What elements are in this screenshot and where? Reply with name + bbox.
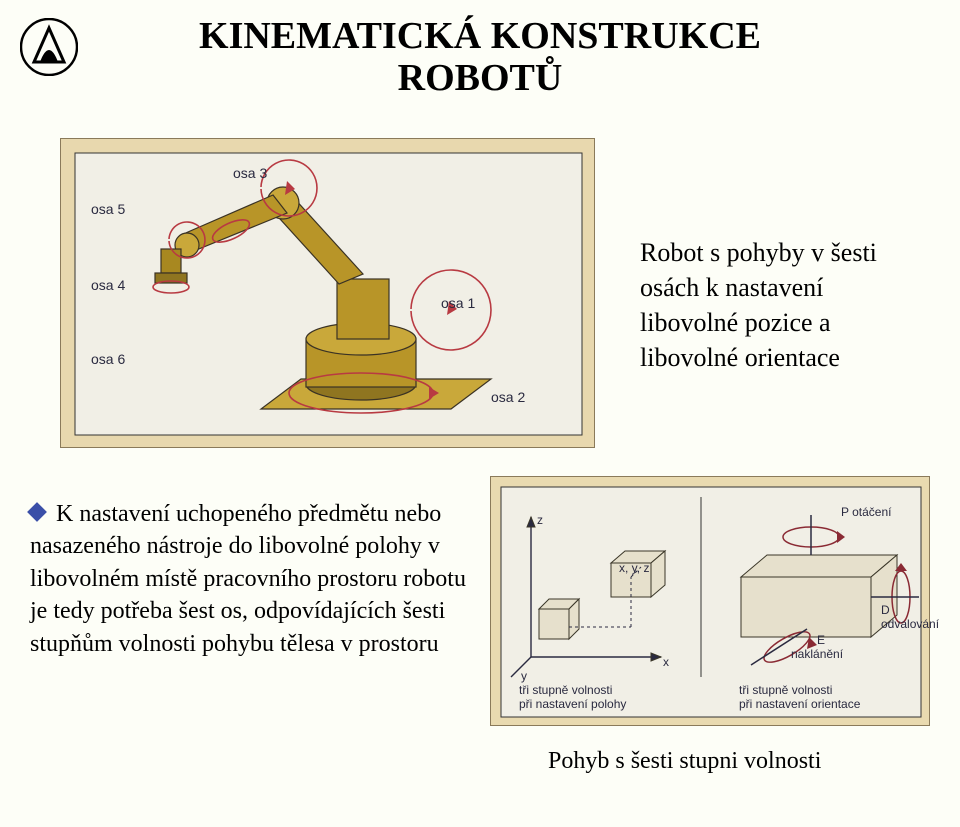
right-cap-l2: při nastavení orientace xyxy=(739,697,860,711)
label-xyz: x, y, z xyxy=(619,561,649,575)
right-text-l4: libovolné orientace xyxy=(640,340,930,375)
robot-figure: osa 3 osa 5 osa 4 osa 6 osa 1 osa 2 xyxy=(60,138,595,448)
label-osa6: osa 6 xyxy=(91,351,125,367)
label-D: D odvalování xyxy=(881,603,939,631)
right-text-l1: Robot s pohyby v šesti xyxy=(640,235,930,270)
page-title: KINEMATICKÁ KONSTRUKCE ROBOTŮ xyxy=(0,0,960,100)
label-nakl: naklánění xyxy=(791,647,843,661)
right-cap-l1: tři stupně volnosti xyxy=(739,683,832,697)
label-y: y xyxy=(521,669,527,683)
title-line-1: KINEMATICKÁ KONSTRUKCE xyxy=(0,16,960,58)
bullet-block: K nastavení uchopeného předmětu nebo nas… xyxy=(30,498,480,660)
label-osa1: osa 1 xyxy=(441,295,475,311)
label-x: x xyxy=(663,655,669,669)
label-E: E xyxy=(817,633,825,647)
label-P: P otáčení xyxy=(841,505,891,519)
label-osa5: osa 5 xyxy=(91,201,125,217)
logo-icon xyxy=(20,18,78,76)
dof-figure: z x, y, z y x P otáčení D odvalování E n… xyxy=(490,476,930,726)
label-z: z xyxy=(537,513,543,527)
right-text-l2: osách k nastavení xyxy=(640,270,930,305)
label-osa3: osa 3 xyxy=(233,165,267,181)
right-text: Robot s pohyby v šesti osách k nastavení… xyxy=(640,235,930,375)
bottom-caption: Pohyb s šesti stupni volnosti xyxy=(548,748,821,775)
label-osa2: osa 2 xyxy=(491,389,525,405)
label-osa4: osa 4 xyxy=(91,277,125,293)
bullet-text: K nastavení uchopeného předmětu nebo nas… xyxy=(30,501,466,657)
bullet-icon xyxy=(27,502,47,522)
left-cap-l2: při nastavení polohy xyxy=(519,697,626,711)
right-text-l3: libovolné pozice a xyxy=(640,305,930,340)
left-cap-l1: tři stupně volnosti xyxy=(519,683,612,697)
title-line-2: ROBOTŮ xyxy=(0,58,960,100)
